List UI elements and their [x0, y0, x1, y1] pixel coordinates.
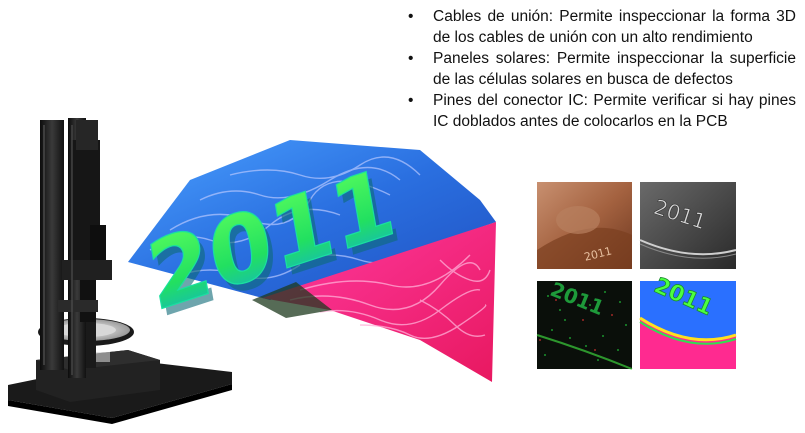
thumbnail-coin-photo: 2011	[537, 182, 632, 269]
application-list: Cables de unión: Permite inspeccionar la…	[404, 6, 796, 132]
thumbnail-grid: 2011 2011 2011	[536, 182, 737, 370]
microscope-image	[8, 118, 232, 424]
surface-3d-image: 2011 2011	[128, 140, 496, 382]
thumbnail-noise-green: 2011	[536, 277, 633, 370]
bullet-solar-panels: Paneles solares: Permite inspeccionar la…	[404, 48, 796, 90]
thumbnail-false-color: 2011	[639, 273, 737, 369]
thumbnail-grayscale: 2011	[639, 182, 737, 269]
bullet-ic-pins: Pines del conector IC: Permite verificar…	[404, 90, 796, 132]
bullet-bonding-wires: Cables de unión: Permite inspeccionar la…	[404, 6, 796, 48]
